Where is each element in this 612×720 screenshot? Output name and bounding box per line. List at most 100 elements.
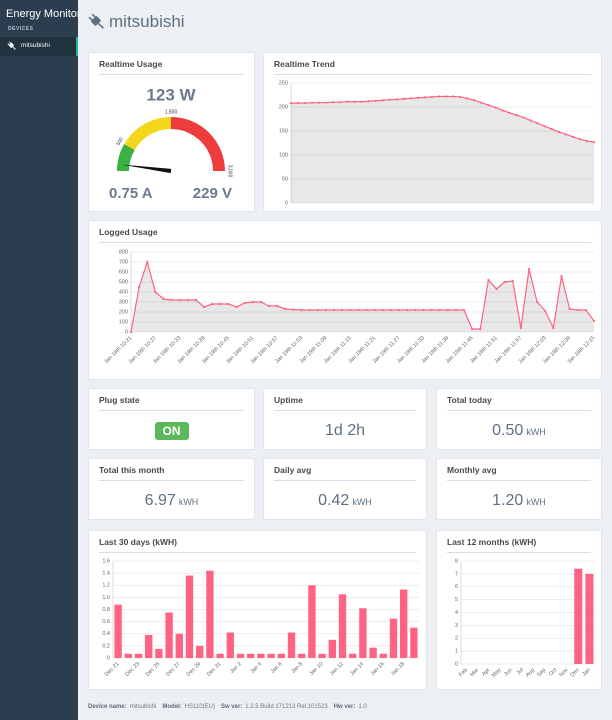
x-tick-label: Dec xyxy=(570,667,581,678)
gauge-tick-label: 500 xyxy=(116,136,125,146)
point xyxy=(544,309,547,313)
point xyxy=(129,330,133,334)
card-title: Realtime Usage xyxy=(99,59,163,69)
point xyxy=(495,287,498,291)
point xyxy=(373,308,376,312)
point xyxy=(381,99,384,102)
bar xyxy=(145,634,153,658)
point xyxy=(227,302,230,306)
x-tick-label: Oct xyxy=(548,667,559,678)
point xyxy=(552,326,555,330)
x-tick-label: Aug xyxy=(525,667,536,678)
divider xyxy=(447,552,591,553)
bar xyxy=(165,612,173,658)
card-title: Plug state xyxy=(99,395,140,405)
point xyxy=(325,101,328,104)
point xyxy=(374,99,377,102)
y-tick-label: 5 xyxy=(455,597,458,603)
y-tick-label: 8 xyxy=(455,558,458,564)
x-tick-label: Dec 25 xyxy=(145,661,162,678)
point xyxy=(592,140,596,144)
plot: 0 1 2 3 4 5 6 7 8 Feb Mar Apr May Jun Jul Aug Sep Oct Nov D… xyxy=(455,558,595,679)
stat-value: ON xyxy=(89,422,254,440)
card: Realtime Usage 500 1,500 3,000 123 W 0.75 A 22… xyxy=(88,52,255,212)
point xyxy=(466,97,469,100)
point xyxy=(487,278,490,282)
point xyxy=(211,302,214,306)
point xyxy=(430,95,434,99)
point xyxy=(557,130,560,134)
stat-value: 1d 2h xyxy=(264,422,426,440)
card-title: Realtime Trend xyxy=(274,59,335,69)
divider xyxy=(274,74,591,75)
bar xyxy=(349,653,357,658)
unit: kWH xyxy=(526,497,546,507)
point xyxy=(585,139,589,143)
bar xyxy=(236,653,245,658)
value: 0.50 xyxy=(492,422,524,439)
y-tick-label: 200 xyxy=(119,309,128,315)
y-tick-label: 0.4 xyxy=(102,631,110,637)
footer-label: Hw ver: xyxy=(333,704,356,710)
bar xyxy=(155,648,163,658)
bar xyxy=(585,573,594,664)
point xyxy=(235,305,238,309)
bar xyxy=(206,570,214,658)
app-title: Energy Monitor xyxy=(6,8,81,20)
point xyxy=(292,308,295,311)
y-tick-label: 2 xyxy=(455,636,458,642)
card-title: Total this month xyxy=(99,465,165,475)
point xyxy=(536,300,539,304)
bar xyxy=(389,618,398,658)
card-title: Uptime xyxy=(274,395,303,405)
voltage-label: 229 V xyxy=(193,185,232,202)
x-tick-label: Apr xyxy=(481,667,491,677)
divider xyxy=(447,410,591,411)
x-tick-label: Jun xyxy=(503,667,514,678)
point xyxy=(446,308,449,312)
point xyxy=(568,307,571,311)
divider xyxy=(99,74,244,75)
y-tick-label: 50 xyxy=(282,176,288,182)
point xyxy=(423,96,426,99)
device-item[interactable]: mitsubishi xyxy=(0,37,78,56)
bar xyxy=(308,585,316,658)
point xyxy=(346,100,349,103)
x-tick-label: Jan 12 xyxy=(329,661,345,677)
card-title: Monthly avg xyxy=(447,465,497,475)
footer-label: Sw ver: xyxy=(220,704,243,710)
stat-value: 6.97 kWH xyxy=(89,492,254,510)
power-label: 123 W xyxy=(146,85,196,104)
x-tick-label: Nov xyxy=(558,667,569,678)
y-tick-label: 3 xyxy=(455,623,458,629)
point xyxy=(332,308,336,312)
point xyxy=(508,111,511,114)
point xyxy=(402,97,405,100)
point xyxy=(360,100,363,103)
y-tick-label: 500 xyxy=(119,279,128,285)
point xyxy=(454,308,458,312)
point xyxy=(487,103,490,107)
section-label: DEVICES xyxy=(8,26,34,32)
point xyxy=(154,290,157,294)
y-tick-label: 100 xyxy=(119,319,128,325)
active-marker xyxy=(76,37,78,56)
gauge-tick-label: 3,000 xyxy=(227,165,233,178)
bar xyxy=(277,653,285,658)
x-tick-label: Jan 4 xyxy=(250,661,264,675)
y-tick-label: 0 xyxy=(455,661,458,667)
bar xyxy=(359,608,367,658)
y-tick-label: 1.4 xyxy=(102,571,110,577)
x-tick-label: Jan 18 xyxy=(390,661,406,677)
sidebar: Energy Monitor DEVICES mitsubishi xyxy=(0,0,81,720)
footer-label: Model: xyxy=(162,704,182,710)
x-tick-label: Jan 8 xyxy=(290,661,304,675)
point xyxy=(560,274,563,278)
point xyxy=(416,96,419,99)
point xyxy=(303,102,307,105)
point xyxy=(437,95,441,98)
bar xyxy=(574,568,583,664)
point xyxy=(430,308,433,312)
